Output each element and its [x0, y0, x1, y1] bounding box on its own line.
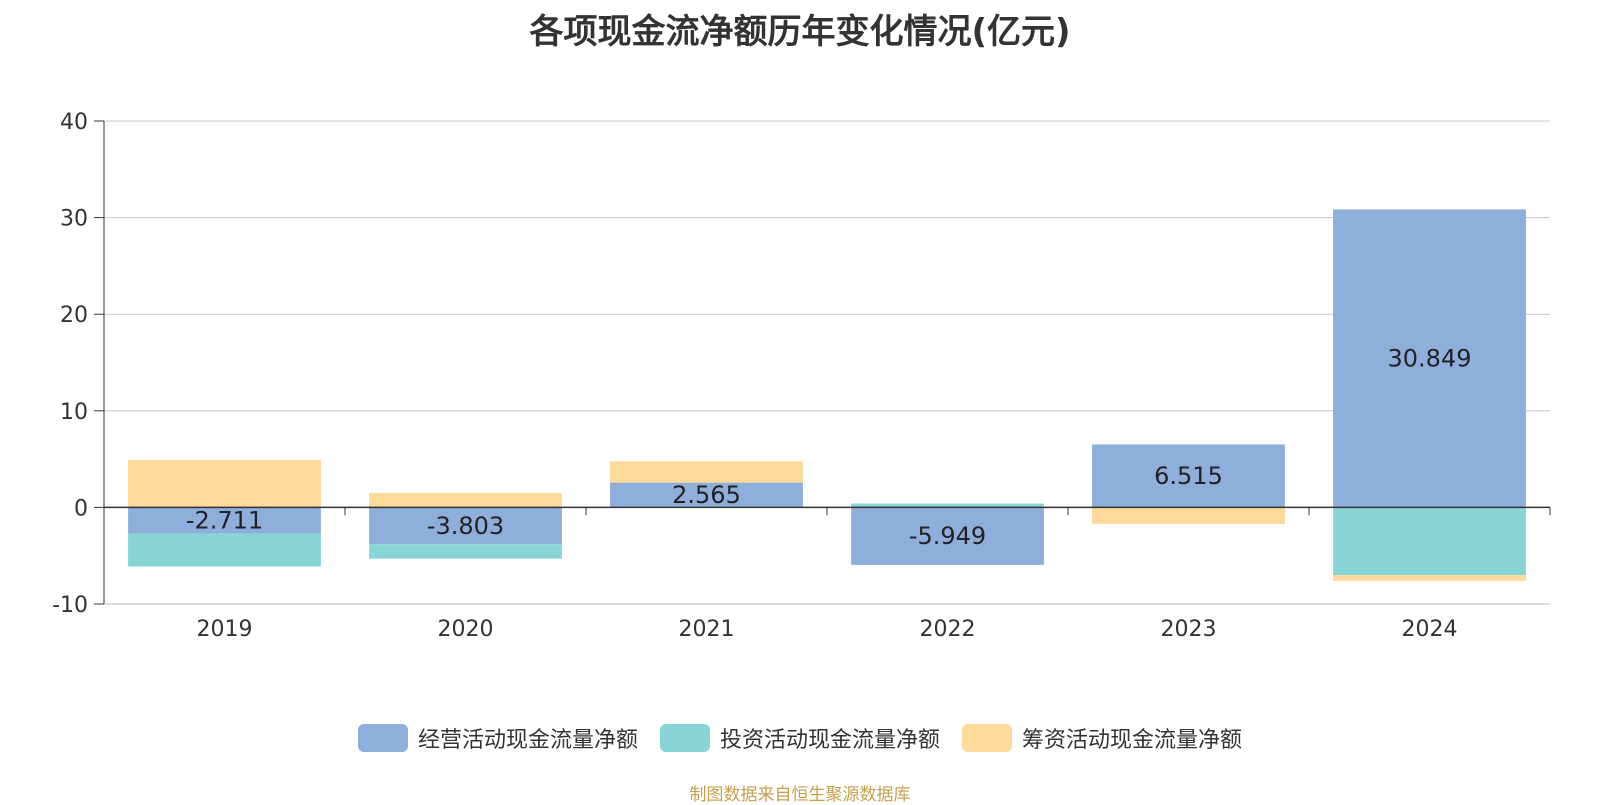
y-tick-label: 10 [60, 400, 88, 425]
bar-2020-series-1 [369, 544, 562, 559]
legend-item-operating[interactable]: 经营活动现金流量净额 [357, 722, 638, 754]
source-note: 制图数据来自恒生聚源数据库 [689, 785, 911, 805]
bar-2022-series-1 [851, 503, 1044, 508]
chart-title: 各项现金流净额历年变化情况(亿元) [529, 12, 1071, 52]
bar-2019-series-2 [128, 460, 321, 508]
bar-2024-series-0 [1333, 209, 1526, 508]
legend-swatch-operating [357, 724, 408, 752]
legend: 经营活动现金流量净额 投资活动现金流量净额 筹资活动现金流量净额 [0, 722, 1600, 754]
y-tick-label: 40 [60, 110, 88, 135]
legend-swatch-investing [659, 724, 710, 752]
x-tick-label: 2024 [1402, 617, 1458, 642]
bar-2020-series-2 [369, 492, 562, 508]
y-tick-label: 0 [74, 496, 88, 521]
y-tick-label: -10 [52, 593, 88, 618]
grid-lines [104, 120, 1550, 605]
data-label: -3.803 [427, 512, 504, 540]
data-label: -2.711 [186, 506, 263, 534]
legend-label-financing: 筹资活动现金流量净额 [1022, 728, 1243, 753]
x-tick-label: 2021 [679, 617, 735, 642]
bar-2021-series-2 [610, 461, 803, 483]
legend-swatch-financing [962, 724, 1012, 752]
data-label: 2.565 [672, 481, 741, 509]
bar-2024-series-2 [1333, 575, 1526, 581]
data-label: 30.849 [1388, 344, 1472, 372]
bar-2022-series-0 [851, 507, 1044, 565]
bar-2023-series-2 [1092, 507, 1285, 524]
x-tick-label: 2022 [920, 617, 976, 642]
data-label: -5.949 [909, 522, 986, 550]
legend-label-investing: 投资活动现金流量净额 [719, 728, 940, 753]
bar-2023-series-0 [1092, 444, 1285, 508]
legend-item-investing[interactable]: 投资活动现金流量净额 [659, 722, 940, 754]
bar-2024-series-1 [1333, 507, 1526, 576]
y-tick-label: 20 [60, 303, 88, 328]
x-tick-label: 2020 [438, 617, 494, 642]
x-tick-label: 2019 [197, 617, 253, 642]
data-labels: -2.711 -3.803 2.565 -5.949 6.515 30.849 [186, 344, 1472, 550]
axes: 40 30 20 10 0 -10 2019 2020 2021 2022 2023 2024 [52, 110, 1551, 642]
data-label: 6.515 [1154, 462, 1223, 490]
bar-2020-series-0 [369, 507, 562, 545]
y-tick-label: 30 [60, 207, 88, 232]
legend-item-financing[interactable]: 筹资活动现金流量净额 [962, 722, 1242, 754]
bars [128, 209, 1526, 581]
bar-2021-series-0 [610, 482, 803, 508]
bar-2019-series-0 [128, 507, 321, 534]
x-tick-label: 2023 [1161, 617, 1217, 642]
legend-label-operating: 经营活动现金流量净额 [417, 728, 638, 753]
bar-2019-series-1 [128, 533, 321, 567]
bar-chart: 40 30 20 10 0 -10 2019 2020 2021 2022 2023 2024 -2.… [52, 110, 1551, 642]
